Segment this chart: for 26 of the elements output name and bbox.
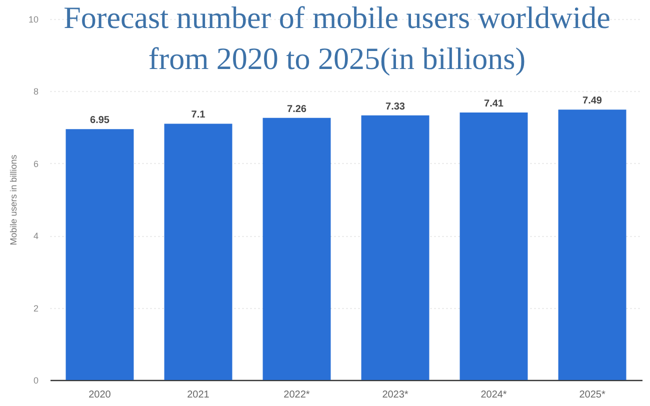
x-tick-label: 2022* xyxy=(284,390,310,400)
bar xyxy=(66,129,134,380)
y-tick-label: 6 xyxy=(33,158,38,169)
y-tick-label: 4 xyxy=(33,231,38,242)
y-tick-label: 10 xyxy=(28,14,38,24)
data-label: 7.49 xyxy=(582,96,602,107)
bar xyxy=(558,110,626,380)
data-label: 7.41 xyxy=(484,98,504,110)
x-tick-label: 2020 xyxy=(88,390,112,400)
bar xyxy=(460,112,528,380)
x-tick-label: 2025* xyxy=(579,390,606,400)
data-label: 7.33 xyxy=(386,101,406,112)
y-tick-label: 0 xyxy=(33,376,38,386)
x-tick-label: 2023* xyxy=(382,390,408,400)
y-tick-label: 8 xyxy=(33,86,38,97)
data-label: 7.26 xyxy=(287,104,307,115)
data-label: 7.1 xyxy=(191,110,206,121)
chart-title: Forecast number of mobile users worldwide from 2020 to 2025(in billions) xyxy=(64,0,610,76)
x-tick-label: 2024* xyxy=(480,390,507,400)
bar xyxy=(361,115,430,380)
x-tick-label: 2021 xyxy=(187,390,210,400)
bar xyxy=(262,118,331,380)
y-tick-label: 2 xyxy=(33,303,38,314)
bar xyxy=(164,124,232,380)
y-axis-title: Mobile users in billions xyxy=(8,154,18,246)
data-label: 6.95 xyxy=(90,115,110,126)
